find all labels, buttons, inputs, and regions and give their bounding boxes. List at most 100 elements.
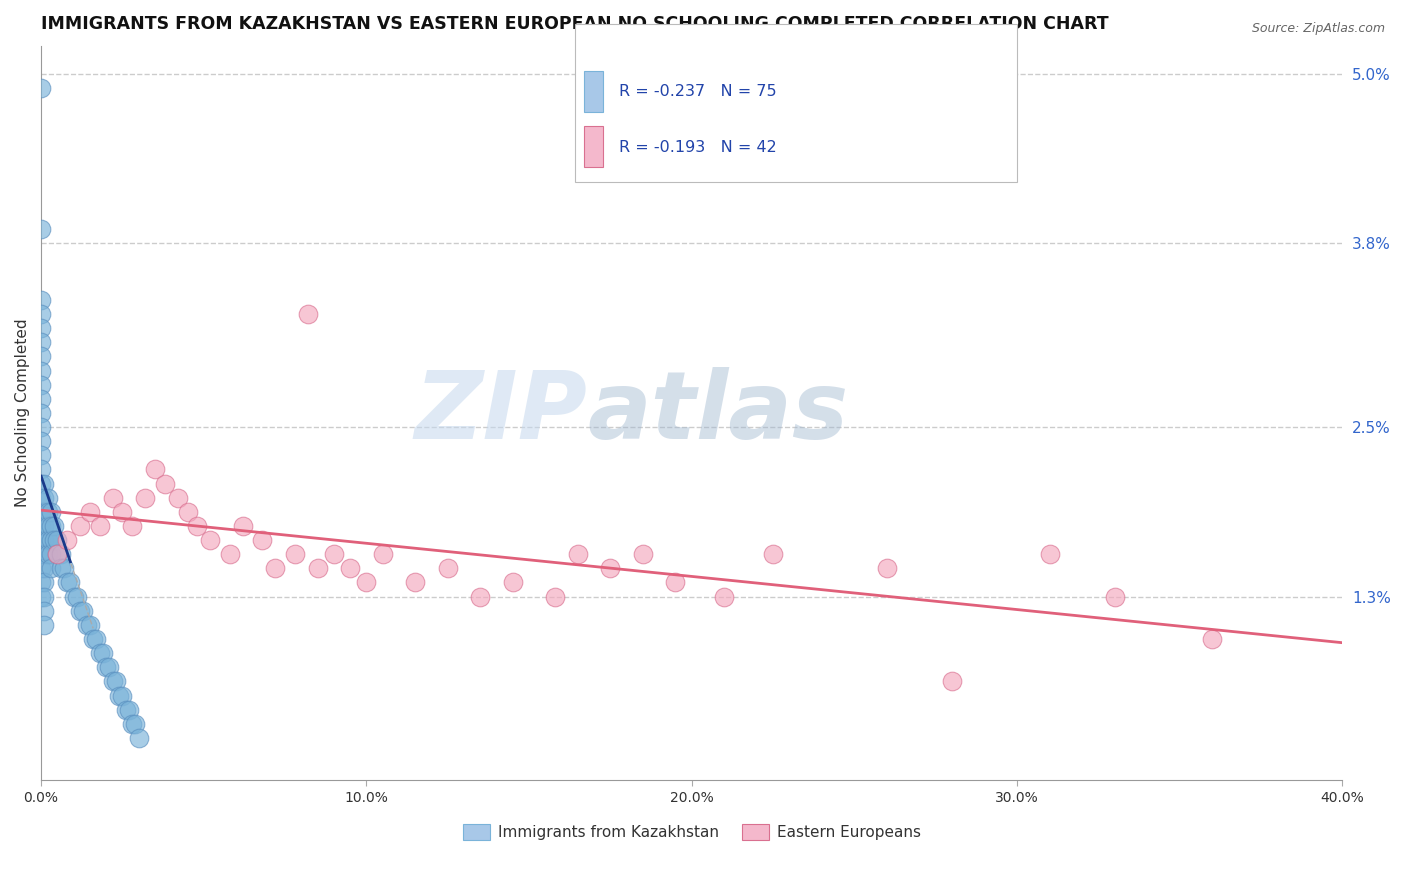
Point — [42, 519, 65, 533]
FancyBboxPatch shape — [583, 71, 603, 112]
Point — [86, 632, 108, 646]
Y-axis label: No Schooling Completed: No Schooling Completed — [15, 318, 30, 508]
Point — [37, 491, 59, 505]
FancyBboxPatch shape — [575, 23, 1017, 182]
Point — [46, 547, 69, 561]
Point — [101, 674, 124, 689]
Point — [252, 533, 274, 548]
Point — [30, 377, 52, 392]
Point — [30, 448, 52, 462]
Point — [39, 547, 62, 561]
Point — [339, 561, 361, 575]
Legend: Immigrants from Kazakhstan, Eastern Europeans: Immigrants from Kazakhstan, Eastern Euro… — [457, 818, 927, 847]
Point — [34, 618, 56, 632]
Point — [111, 689, 134, 703]
Point — [297, 307, 319, 321]
Point — [46, 533, 69, 548]
Point — [30, 392, 52, 406]
Point — [111, 505, 134, 519]
Text: R = -0.237   N = 75: R = -0.237 N = 75 — [619, 85, 776, 99]
Point — [599, 561, 621, 575]
Point — [322, 547, 344, 561]
Point — [284, 547, 307, 561]
Point — [30, 590, 52, 604]
Point — [30, 491, 52, 505]
Text: ZIP: ZIP — [415, 367, 588, 459]
Point — [30, 335, 52, 350]
Point — [30, 307, 52, 321]
Point — [30, 575, 52, 590]
Point — [166, 491, 188, 505]
Point — [34, 505, 56, 519]
Point — [143, 462, 166, 476]
Point — [664, 575, 686, 590]
Point — [30, 505, 52, 519]
Point — [96, 660, 118, 674]
Point — [544, 590, 567, 604]
Point — [30, 363, 52, 377]
Point — [307, 561, 329, 575]
Point — [69, 604, 91, 618]
Point — [470, 590, 492, 604]
Point — [356, 575, 378, 590]
Point — [30, 81, 52, 95]
Point — [72, 604, 94, 618]
Point — [37, 519, 59, 533]
Point — [34, 590, 56, 604]
Point — [121, 716, 143, 731]
Point — [200, 533, 222, 548]
Point — [30, 519, 52, 533]
Point — [39, 505, 62, 519]
Point — [30, 533, 52, 548]
Point — [1039, 547, 1062, 561]
Point — [52, 561, 75, 575]
Point — [76, 618, 98, 632]
Point — [79, 505, 101, 519]
Point — [49, 561, 72, 575]
Point — [941, 674, 963, 689]
Point — [30, 406, 52, 420]
Point — [34, 519, 56, 533]
Point — [34, 604, 56, 618]
Point — [30, 462, 52, 476]
Point — [39, 519, 62, 533]
Point — [30, 350, 52, 364]
Point — [39, 533, 62, 548]
Point — [631, 547, 654, 561]
Point — [37, 533, 59, 548]
Point — [59, 575, 82, 590]
Point — [79, 618, 101, 632]
Point — [1104, 590, 1126, 604]
Point — [134, 491, 156, 505]
Point — [876, 561, 898, 575]
Point — [502, 575, 524, 590]
Point — [30, 321, 52, 335]
Point — [34, 533, 56, 548]
Point — [30, 420, 52, 434]
Point — [371, 547, 394, 561]
Point — [39, 561, 62, 575]
Point — [176, 505, 198, 519]
Point — [218, 547, 240, 561]
Point — [264, 561, 287, 575]
Point — [124, 716, 146, 731]
Point — [91, 646, 114, 660]
Point — [101, 491, 124, 505]
Point — [66, 590, 89, 604]
Point — [128, 731, 150, 745]
Point — [108, 689, 131, 703]
Point — [436, 561, 458, 575]
Point — [118, 703, 141, 717]
Point — [34, 547, 56, 561]
Point — [34, 575, 56, 590]
Point — [56, 533, 79, 548]
FancyBboxPatch shape — [583, 127, 603, 167]
Text: atlas: atlas — [588, 367, 849, 459]
Point — [62, 590, 84, 604]
Point — [89, 519, 111, 533]
Point — [232, 519, 254, 533]
Point — [30, 476, 52, 491]
Point — [69, 519, 91, 533]
Point — [153, 476, 176, 491]
Point — [121, 519, 143, 533]
